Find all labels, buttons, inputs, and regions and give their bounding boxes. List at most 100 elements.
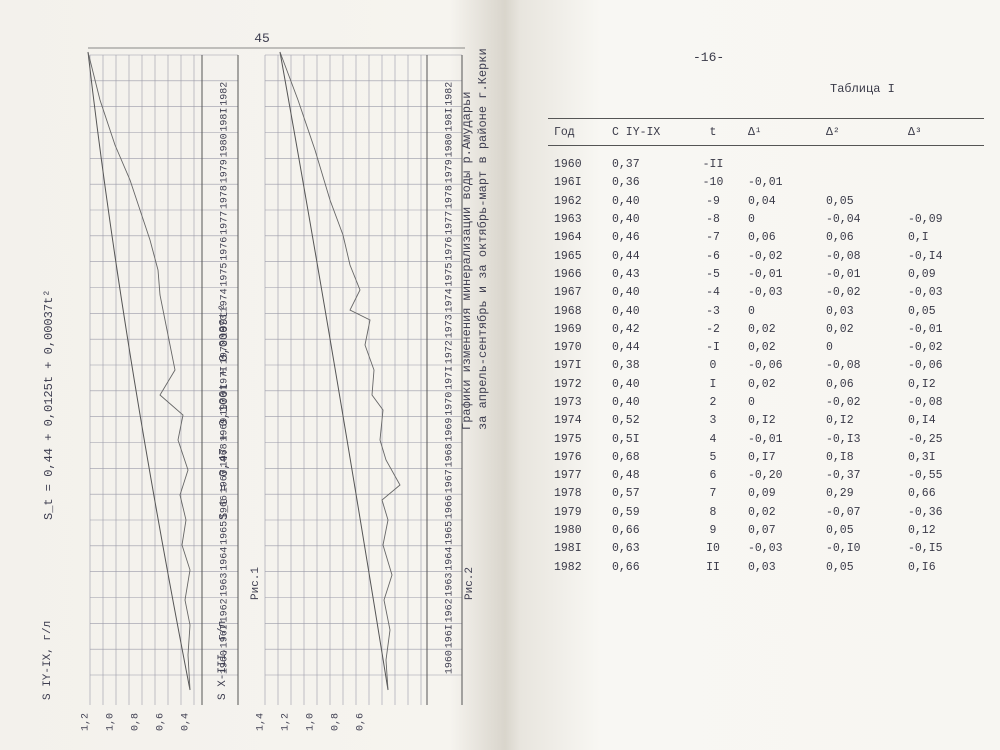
table-cell: 0,I xyxy=(908,231,929,245)
table-row: 1963 0,40 -8 0 -0,04 -0,09 xyxy=(548,210,984,228)
table-cell: 0,02 xyxy=(748,322,776,336)
table-cell: 1972 xyxy=(554,377,582,391)
table-cell: -0,I0 xyxy=(826,542,861,556)
table-row: 1972 0,40 I 0,02 0,06 0,I2 xyxy=(548,375,984,393)
table-cell: 0,I8 xyxy=(826,450,854,464)
table-cell: 1980 xyxy=(554,524,582,538)
table-cell: 0,3I xyxy=(908,450,936,464)
table-cell: 0,09 xyxy=(908,267,936,281)
figure-label: Рис.1 xyxy=(250,567,262,600)
table-row: 1967 0,40 -4 -0,03 -0,02 -0,03 xyxy=(548,284,984,302)
table-cell: -0,03 xyxy=(748,542,783,556)
table-cell: -5 xyxy=(706,267,720,281)
table-cell: 0,66 xyxy=(908,487,936,501)
table-cell: -2 xyxy=(706,322,720,336)
year-label: 1978 xyxy=(445,185,456,209)
table-cell: 0,03 xyxy=(826,304,854,318)
page-number: 45 xyxy=(254,31,270,46)
year-label: 1969 xyxy=(445,418,456,442)
table-cell: 6 xyxy=(709,469,717,483)
table-cell: 0,46 xyxy=(612,231,640,245)
year-label: 1964 xyxy=(445,547,456,571)
year-label: 1963 xyxy=(220,573,231,597)
table-cell xyxy=(820,174,902,192)
table-cell: -0,09 xyxy=(908,213,943,227)
tick-label: 0,6 xyxy=(356,713,367,731)
table-cell: 0,09 xyxy=(748,487,776,501)
year-label: 1979 xyxy=(445,159,456,183)
year-label: 1970 xyxy=(220,392,231,416)
table-cell: -0,37 xyxy=(826,469,861,483)
table-cell: -0,02 xyxy=(748,249,783,263)
table-cell xyxy=(820,156,902,174)
table-cell: 0,29 xyxy=(826,487,854,501)
table-cell xyxy=(902,156,984,174)
trend-curve xyxy=(279,51,389,691)
table-cell: 0,07 xyxy=(748,524,776,538)
header-cell: t xyxy=(684,118,742,146)
table-cell: 0 xyxy=(748,396,755,409)
tick-label: 0,8 xyxy=(131,713,142,731)
table-cell xyxy=(902,174,984,192)
table-cell: 0,I2 xyxy=(826,414,854,428)
year-label: 1970 xyxy=(445,392,456,416)
formula: S_t = 0,47 + 0,100t + 0,0009t² xyxy=(217,304,231,520)
table-cell: 1964 xyxy=(554,231,582,245)
caption: за апрель-сентябрь и за октябрь-март в р… xyxy=(476,48,490,430)
table-cell: -0,36 xyxy=(908,505,943,519)
table-cell: -7 xyxy=(706,231,720,245)
table-cell: 0,06 xyxy=(826,377,854,391)
header-cell: Δ² xyxy=(820,118,902,146)
axis-label: S X-III, г/л xyxy=(217,621,229,700)
table-cell: 1974 xyxy=(554,414,582,428)
table-cell: 0,05 xyxy=(826,194,854,208)
table-cell: 0,06 xyxy=(826,231,854,245)
year-label: 1973 xyxy=(445,314,456,338)
table-cell: 0,66 xyxy=(612,560,640,574)
year-label: 1977 xyxy=(220,211,231,235)
table-cell xyxy=(742,156,820,174)
table-cell: -I xyxy=(706,341,720,355)
table-cell: 0,I7 xyxy=(748,450,776,464)
table-cell: 0,42 xyxy=(612,322,640,336)
table-cell: 1966 xyxy=(554,267,582,281)
table-cell: 0 xyxy=(826,341,833,355)
table-row: 1964 0,46 -7 0,06 0,06 0,I xyxy=(548,229,984,247)
table-cell: 7 xyxy=(709,487,717,501)
observed-line xyxy=(279,51,401,691)
table-cell: 0,04 xyxy=(748,194,776,208)
table-cell: I0 xyxy=(706,542,720,556)
table-cell: -0,55 xyxy=(908,469,943,483)
table-cell: 0,40 xyxy=(612,213,640,227)
year-label: 1960 xyxy=(445,650,456,674)
table-cell: 1976 xyxy=(554,450,582,464)
table-cell: 2 xyxy=(709,396,717,409)
header-cell: Год xyxy=(548,118,606,146)
year-label: 1965 xyxy=(445,521,456,545)
table-title: Таблица I xyxy=(830,82,895,96)
table-row: 1977 0,48 6 -0,20 -0,37 -0,55 xyxy=(548,467,984,485)
tick-label: 0,4 xyxy=(181,713,192,731)
tick-label: 1,2 xyxy=(281,713,292,731)
table-cell: 0,40 xyxy=(612,304,640,318)
table-cell: 0,68 xyxy=(612,450,640,464)
year-label: 1972 xyxy=(445,340,456,364)
table-row: 1974 0,52 3 0,I2 0,I2 0,I4 xyxy=(548,412,984,430)
table-cell: 0,40 xyxy=(612,396,640,409)
table-cell: 9 xyxy=(709,524,717,538)
table-cell: 1978 xyxy=(554,487,582,501)
data-table: Год C IY-IX t Δ¹ Δ² Δ³ 1960 0,37 -II 196I 0,36 -10-… xyxy=(548,118,984,576)
table-cell: I xyxy=(709,377,717,391)
table-cell: 0,03 xyxy=(748,560,776,574)
table-cell: II xyxy=(706,560,720,574)
year-label: 1968 xyxy=(445,443,456,467)
table-cell: -0,04 xyxy=(826,213,861,227)
table-cell: -6 xyxy=(706,249,720,263)
table-cell: -0,06 xyxy=(748,359,783,373)
table-cell: -0,02 xyxy=(826,396,861,409)
table-cell: 0,12 xyxy=(908,524,936,538)
table-cell: 0,05 xyxy=(826,560,854,574)
table-row: 1962 0,40 -9 0,04 0,05 xyxy=(548,192,984,210)
table-cell: 0 xyxy=(748,213,755,227)
year-label: 1975 xyxy=(445,263,456,287)
